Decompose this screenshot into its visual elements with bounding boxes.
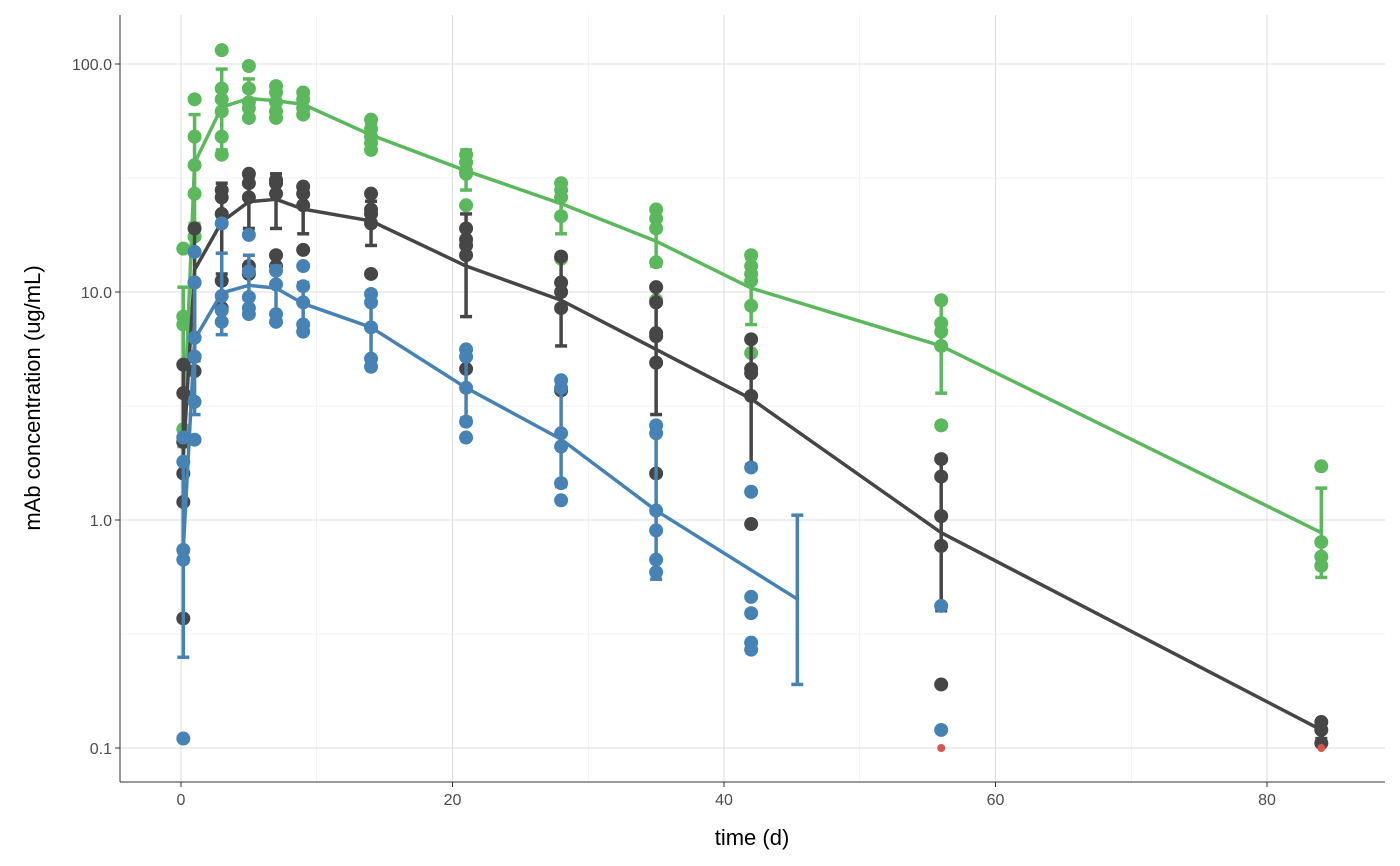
data-point xyxy=(241,59,256,74)
data-point xyxy=(364,186,379,201)
x-tick-label: 80 xyxy=(1258,792,1276,809)
data-point xyxy=(269,314,284,329)
data-point xyxy=(744,484,759,499)
data-point xyxy=(364,266,379,281)
data-point xyxy=(187,92,202,107)
mean-line xyxy=(181,96,1323,535)
y-axis-ticks: 0.1 1.0 10.0 100.0 xyxy=(72,57,120,758)
data-point xyxy=(1314,459,1329,474)
x-axis-title: time (d) xyxy=(715,825,790,850)
data-point xyxy=(934,418,949,433)
data-point xyxy=(459,430,474,445)
data-point xyxy=(934,598,949,613)
data-point xyxy=(296,259,311,274)
x-tick-label: 0 xyxy=(177,792,186,809)
data-point xyxy=(187,244,202,259)
data-point xyxy=(459,198,474,213)
y-tick-label: 1.0 xyxy=(90,513,112,530)
y-axis-title: mAb concentration (ug/mL) xyxy=(20,265,45,530)
data-point xyxy=(744,606,759,621)
x-axis-ticks: 0 20 40 60 80 xyxy=(177,782,1276,809)
blq-points xyxy=(937,744,1326,752)
y-tick-label: 0.1 xyxy=(90,741,112,758)
data-point xyxy=(296,242,311,257)
x-tick-label: 40 xyxy=(715,792,733,809)
y-tick-label: 100.0 xyxy=(72,57,112,74)
data-point xyxy=(744,517,759,532)
blq-point xyxy=(937,744,946,752)
mean-line xyxy=(181,283,799,601)
blq-point xyxy=(1317,744,1326,752)
data-point xyxy=(241,307,256,322)
series-2 xyxy=(176,216,949,746)
data-point xyxy=(176,731,191,746)
data-point xyxy=(214,43,229,58)
data-point xyxy=(934,722,949,737)
data-point xyxy=(176,430,191,445)
plot-marks xyxy=(176,43,1329,752)
data-point xyxy=(176,241,191,256)
data-point xyxy=(214,216,229,231)
y-tick-label: 10.0 xyxy=(81,285,112,302)
data-point xyxy=(269,248,284,263)
x-tick-label: 20 xyxy=(444,792,462,809)
x-tick-label: 60 xyxy=(987,792,1005,809)
data-point xyxy=(744,589,759,604)
data-point xyxy=(744,642,759,657)
data-point xyxy=(364,359,379,374)
data-point xyxy=(241,227,256,242)
data-point xyxy=(744,460,759,475)
data-point xyxy=(934,677,949,692)
data-point xyxy=(554,493,569,508)
